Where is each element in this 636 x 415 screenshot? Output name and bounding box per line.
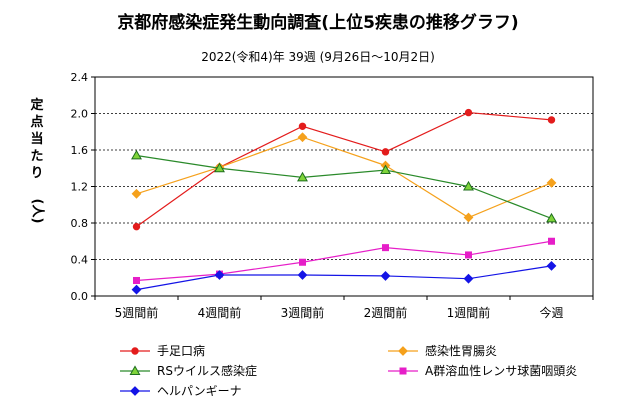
data-point <box>132 222 141 231</box>
series-line <box>136 111 552 228</box>
legend-marker <box>131 347 139 355</box>
series-circle <box>132 108 556 231</box>
y-tick-label: 2.0 <box>71 108 89 121</box>
legend-item: 感染性胃腸炎 <box>388 343 497 358</box>
y-tick-label: 0.4 <box>71 254 89 267</box>
legend-label: ヘルパンギーナ <box>157 384 242 398</box>
data-point <box>382 244 389 252</box>
legend-label: A群溶血性レンサ球菌咽頭炎 <box>425 363 577 378</box>
y-axis-label-char: た <box>30 149 43 164</box>
legend-label: RSウイルス感染症 <box>157 363 257 378</box>
x-tick-label: 3週間前 <box>281 305 325 320</box>
y-tick-label: 1.6 <box>71 144 89 157</box>
y-tick-label: 2.4 <box>71 71 89 84</box>
legend-marker <box>398 346 408 356</box>
series-diamond <box>131 260 557 295</box>
data-point <box>297 132 308 143</box>
data-point <box>298 122 307 130</box>
data-point <box>381 148 390 156</box>
data-point <box>133 276 140 284</box>
x-tick-label: 1週間前 <box>447 305 491 320</box>
data-point <box>546 212 557 223</box>
data-point <box>548 237 555 245</box>
data-point <box>546 260 557 271</box>
y-axis-label: 定 点 当 た り (人) <box>29 97 45 223</box>
legend-marker <box>130 386 140 396</box>
series-triangle <box>131 149 557 223</box>
data-point <box>299 258 306 266</box>
data-point <box>214 270 225 280</box>
legend-item: RSウイルス感染症 <box>120 363 257 378</box>
series-diamond <box>131 132 557 223</box>
legend-marker <box>399 367 407 375</box>
y-axis-label-char: り <box>30 166 43 181</box>
y-tick-label: 1.2 <box>71 181 89 194</box>
series-line <box>136 240 552 282</box>
x-tick-label: 4週間前 <box>198 305 242 320</box>
data-point <box>380 164 391 175</box>
y-tick-label: 0.0 <box>71 290 89 303</box>
data-point <box>463 212 474 223</box>
data-point <box>131 149 142 160</box>
series-line <box>136 154 552 219</box>
data-point <box>463 273 474 284</box>
x-tick-label: 2週間前 <box>364 305 408 320</box>
data-point <box>547 116 556 124</box>
series-line <box>136 265 552 291</box>
legend-marker <box>129 365 141 375</box>
legend-item: 手足口病 <box>120 343 205 358</box>
chart-title: 京都府感染症発生動向調査(上位5疾患の推移グラフ) <box>117 12 518 33</box>
series-square <box>133 237 555 284</box>
data-point <box>465 251 472 259</box>
chart-subtitle: 2022(令和4)年 39週 (9月26日〜10月2日) <box>201 49 435 64</box>
data-point <box>380 271 391 281</box>
series-line <box>136 136 552 219</box>
y-tick-label: 0.8 <box>71 217 89 230</box>
data-point <box>297 270 308 280</box>
legend-label: 感染性胃腸炎 <box>425 343 497 358</box>
data-point <box>463 180 474 191</box>
x-tick-label: 5週間前 <box>115 305 159 320</box>
data-point <box>214 162 225 173</box>
data-point <box>464 108 473 117</box>
y-axis-label-char: 定 <box>29 97 43 113</box>
y-axis-label-unit: (人) <box>30 199 46 224</box>
data-point <box>131 188 142 199</box>
data-point <box>297 171 308 182</box>
data-point <box>131 284 142 295</box>
legend-item: ヘルパンギーナ <box>120 384 242 398</box>
x-tick-label: 今週 <box>539 305 563 320</box>
legend-label: 手足口病 <box>157 343 205 358</box>
y-axis-label-char: 点 <box>30 114 43 130</box>
data-point <box>546 177 557 188</box>
legend-item: A群溶血性レンサ球菌咽頭炎 <box>388 363 577 378</box>
y-axis-label-char: 当 <box>30 131 43 147</box>
